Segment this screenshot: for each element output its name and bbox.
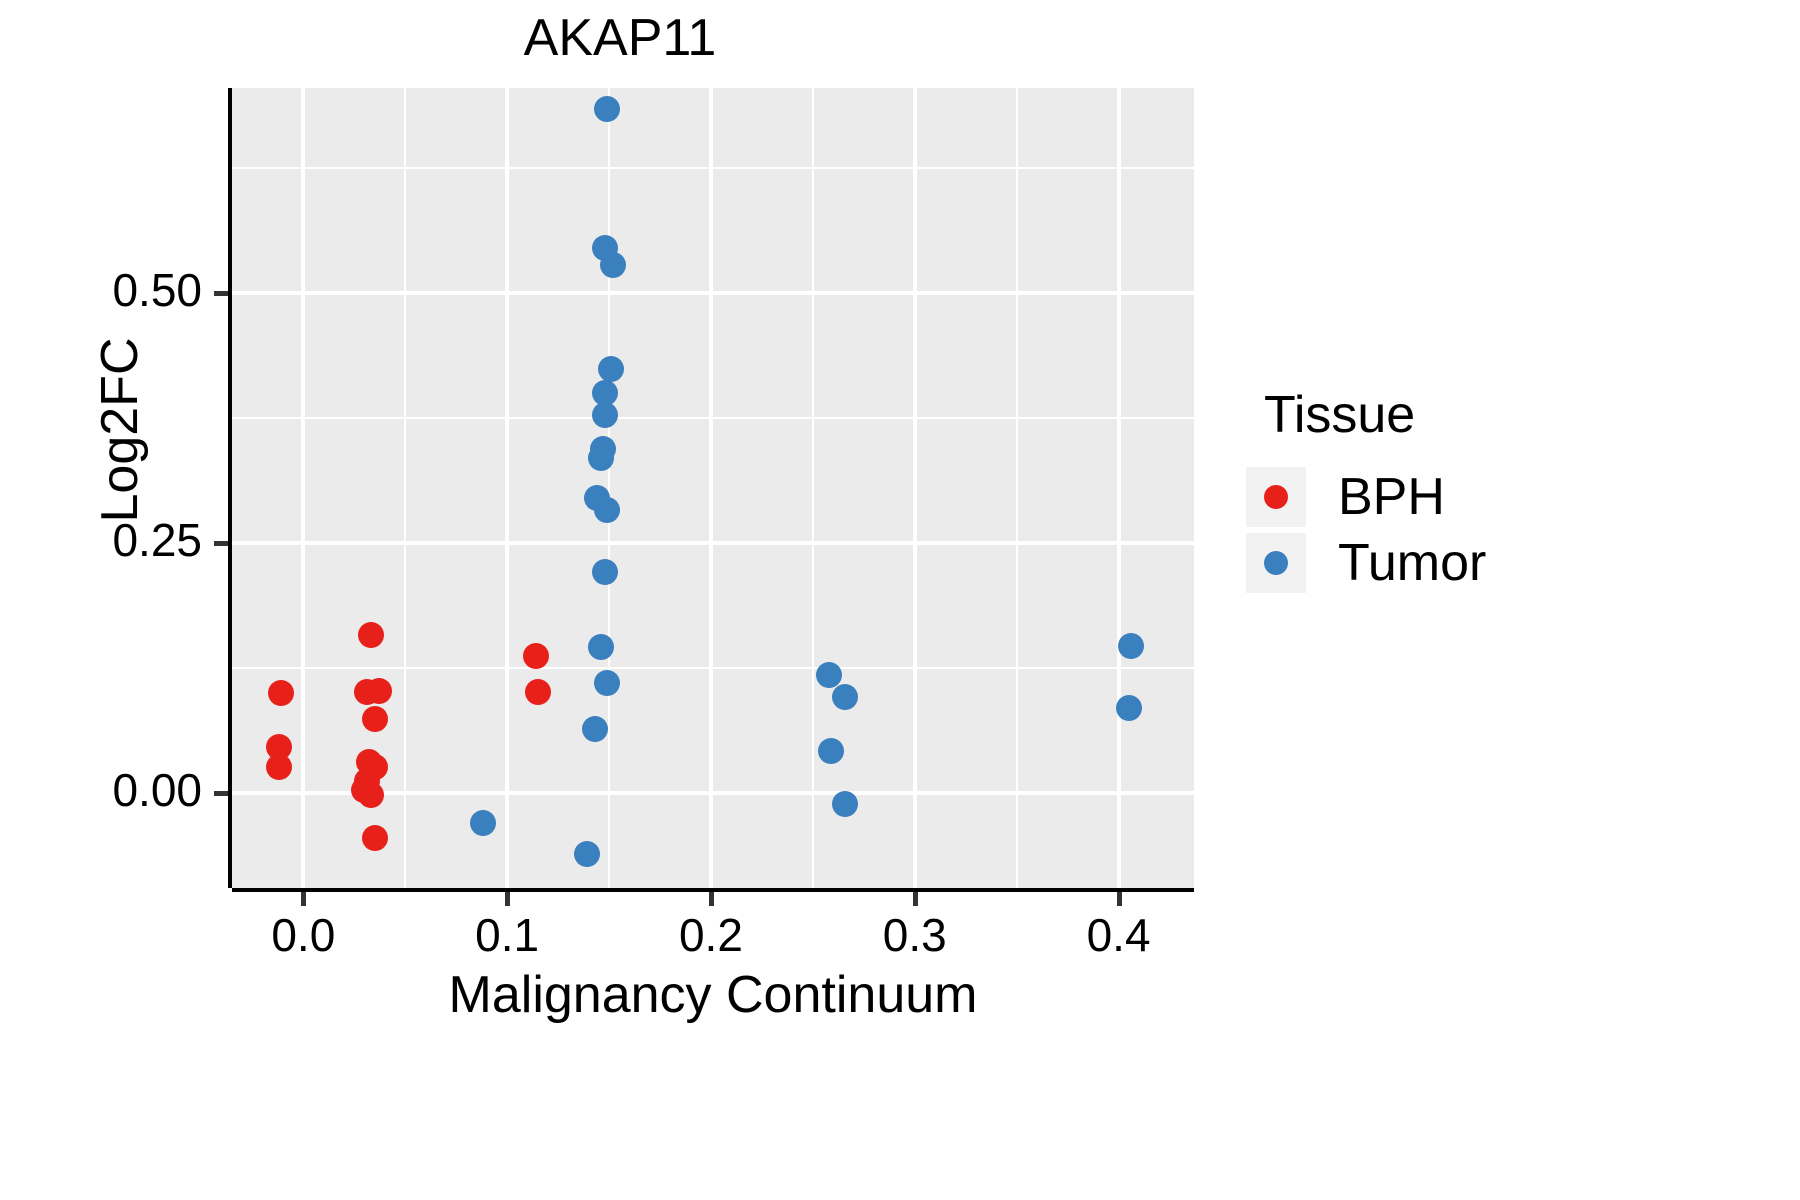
legend-dot-bph bbox=[1264, 485, 1288, 509]
data-point-tumor bbox=[816, 662, 843, 688]
gridline-horizontal bbox=[232, 291, 1194, 295]
data-point-tumor bbox=[818, 738, 845, 764]
legend-key-tumor bbox=[1246, 533, 1306, 593]
legend-dot-tumor bbox=[1264, 551, 1288, 575]
data-point-bph bbox=[524, 679, 551, 705]
data-point-tumor bbox=[594, 96, 621, 122]
data-point-bph bbox=[361, 825, 388, 851]
data-point-tumor bbox=[832, 791, 859, 817]
data-point-tumor bbox=[594, 497, 621, 523]
y-axis-line bbox=[228, 88, 232, 888]
data-point-tumor bbox=[581, 716, 608, 742]
data-point-tumor bbox=[594, 670, 621, 696]
x-tick-mark bbox=[1116, 892, 1122, 906]
legend-item-tumor[interactable]: Tumor bbox=[1246, 533, 1776, 593]
data-point-tumor bbox=[1115, 695, 1142, 721]
gridline-horizontal-minor bbox=[232, 417, 1194, 419]
page-title: AKAP11 bbox=[523, 9, 717, 67]
y-tick-mark bbox=[214, 291, 228, 296]
x-tick-mark bbox=[505, 892, 511, 906]
gridline-vertical bbox=[505, 88, 510, 888]
x-tick-label: 0.2 bbox=[678, 909, 743, 961]
x-tick-label: 0.0 bbox=[271, 909, 336, 961]
data-point-tumor bbox=[469, 810, 496, 836]
data-point-tumor bbox=[832, 684, 859, 710]
data-point-bph bbox=[357, 782, 384, 808]
data-point-bph bbox=[522, 643, 549, 669]
x-axis-title: Malignancy Continuum bbox=[448, 966, 978, 1024]
data-point-tumor bbox=[598, 356, 625, 382]
gridline-vertical-minor bbox=[608, 88, 611, 888]
x-tick-mark bbox=[708, 892, 714, 906]
gridline-horizontal-minor bbox=[232, 667, 1194, 669]
x-tick-mark bbox=[912, 892, 918, 906]
data-point-bph bbox=[267, 680, 294, 706]
data-point-tumor bbox=[587, 634, 614, 660]
y-tick-label: 0.50 bbox=[112, 264, 202, 316]
data-point-tumor bbox=[573, 841, 600, 867]
legend-label-tumor: Tumor bbox=[1338, 534, 1487, 592]
y-tick-mark bbox=[214, 541, 228, 546]
data-point-bph bbox=[357, 622, 384, 648]
x-tick-label: 0.1 bbox=[475, 909, 540, 961]
gridline-vertical bbox=[301, 88, 306, 888]
x-axis-line bbox=[232, 888, 1194, 892]
data-point-bph bbox=[265, 754, 292, 780]
gridline-horizontal bbox=[232, 541, 1194, 545]
x-tick-label: 0.3 bbox=[882, 909, 947, 961]
gridline-vertical-minor bbox=[404, 88, 407, 888]
gridline-vertical-minor bbox=[811, 88, 814, 888]
legend-label-bph: BPH bbox=[1338, 468, 1445, 526]
data-point-tumor bbox=[591, 402, 618, 428]
data-point-bph bbox=[365, 678, 392, 704]
gridline-vertical bbox=[1116, 88, 1121, 888]
gridline-horizontal-minor bbox=[232, 167, 1194, 169]
data-point-tumor bbox=[591, 380, 618, 406]
y-tick-mark bbox=[214, 791, 228, 796]
gridline-vertical-minor bbox=[1015, 88, 1018, 888]
data-point-tumor bbox=[587, 445, 614, 471]
legend-key-bph bbox=[1246, 467, 1306, 527]
plot-panel bbox=[232, 88, 1194, 888]
legend-title: Tissue bbox=[1264, 386, 1416, 444]
gridline-horizontal bbox=[232, 791, 1194, 795]
data-point-bph bbox=[361, 706, 388, 732]
legend: Tissue BPH Tumor bbox=[1246, 385, 1776, 599]
legend-item-bph[interactable]: BPH bbox=[1246, 467, 1776, 527]
data-point-tumor bbox=[1117, 633, 1144, 659]
y-tick-label: 0.00 bbox=[112, 764, 202, 816]
gridline-vertical bbox=[708, 88, 713, 888]
data-point-tumor bbox=[600, 252, 627, 278]
y-tick-label: 0.25 bbox=[112, 514, 202, 566]
x-tick-mark bbox=[301, 892, 307, 906]
x-tick-label: 0.4 bbox=[1086, 909, 1151, 961]
gridline-vertical bbox=[912, 88, 917, 888]
data-point-tumor bbox=[591, 559, 618, 585]
